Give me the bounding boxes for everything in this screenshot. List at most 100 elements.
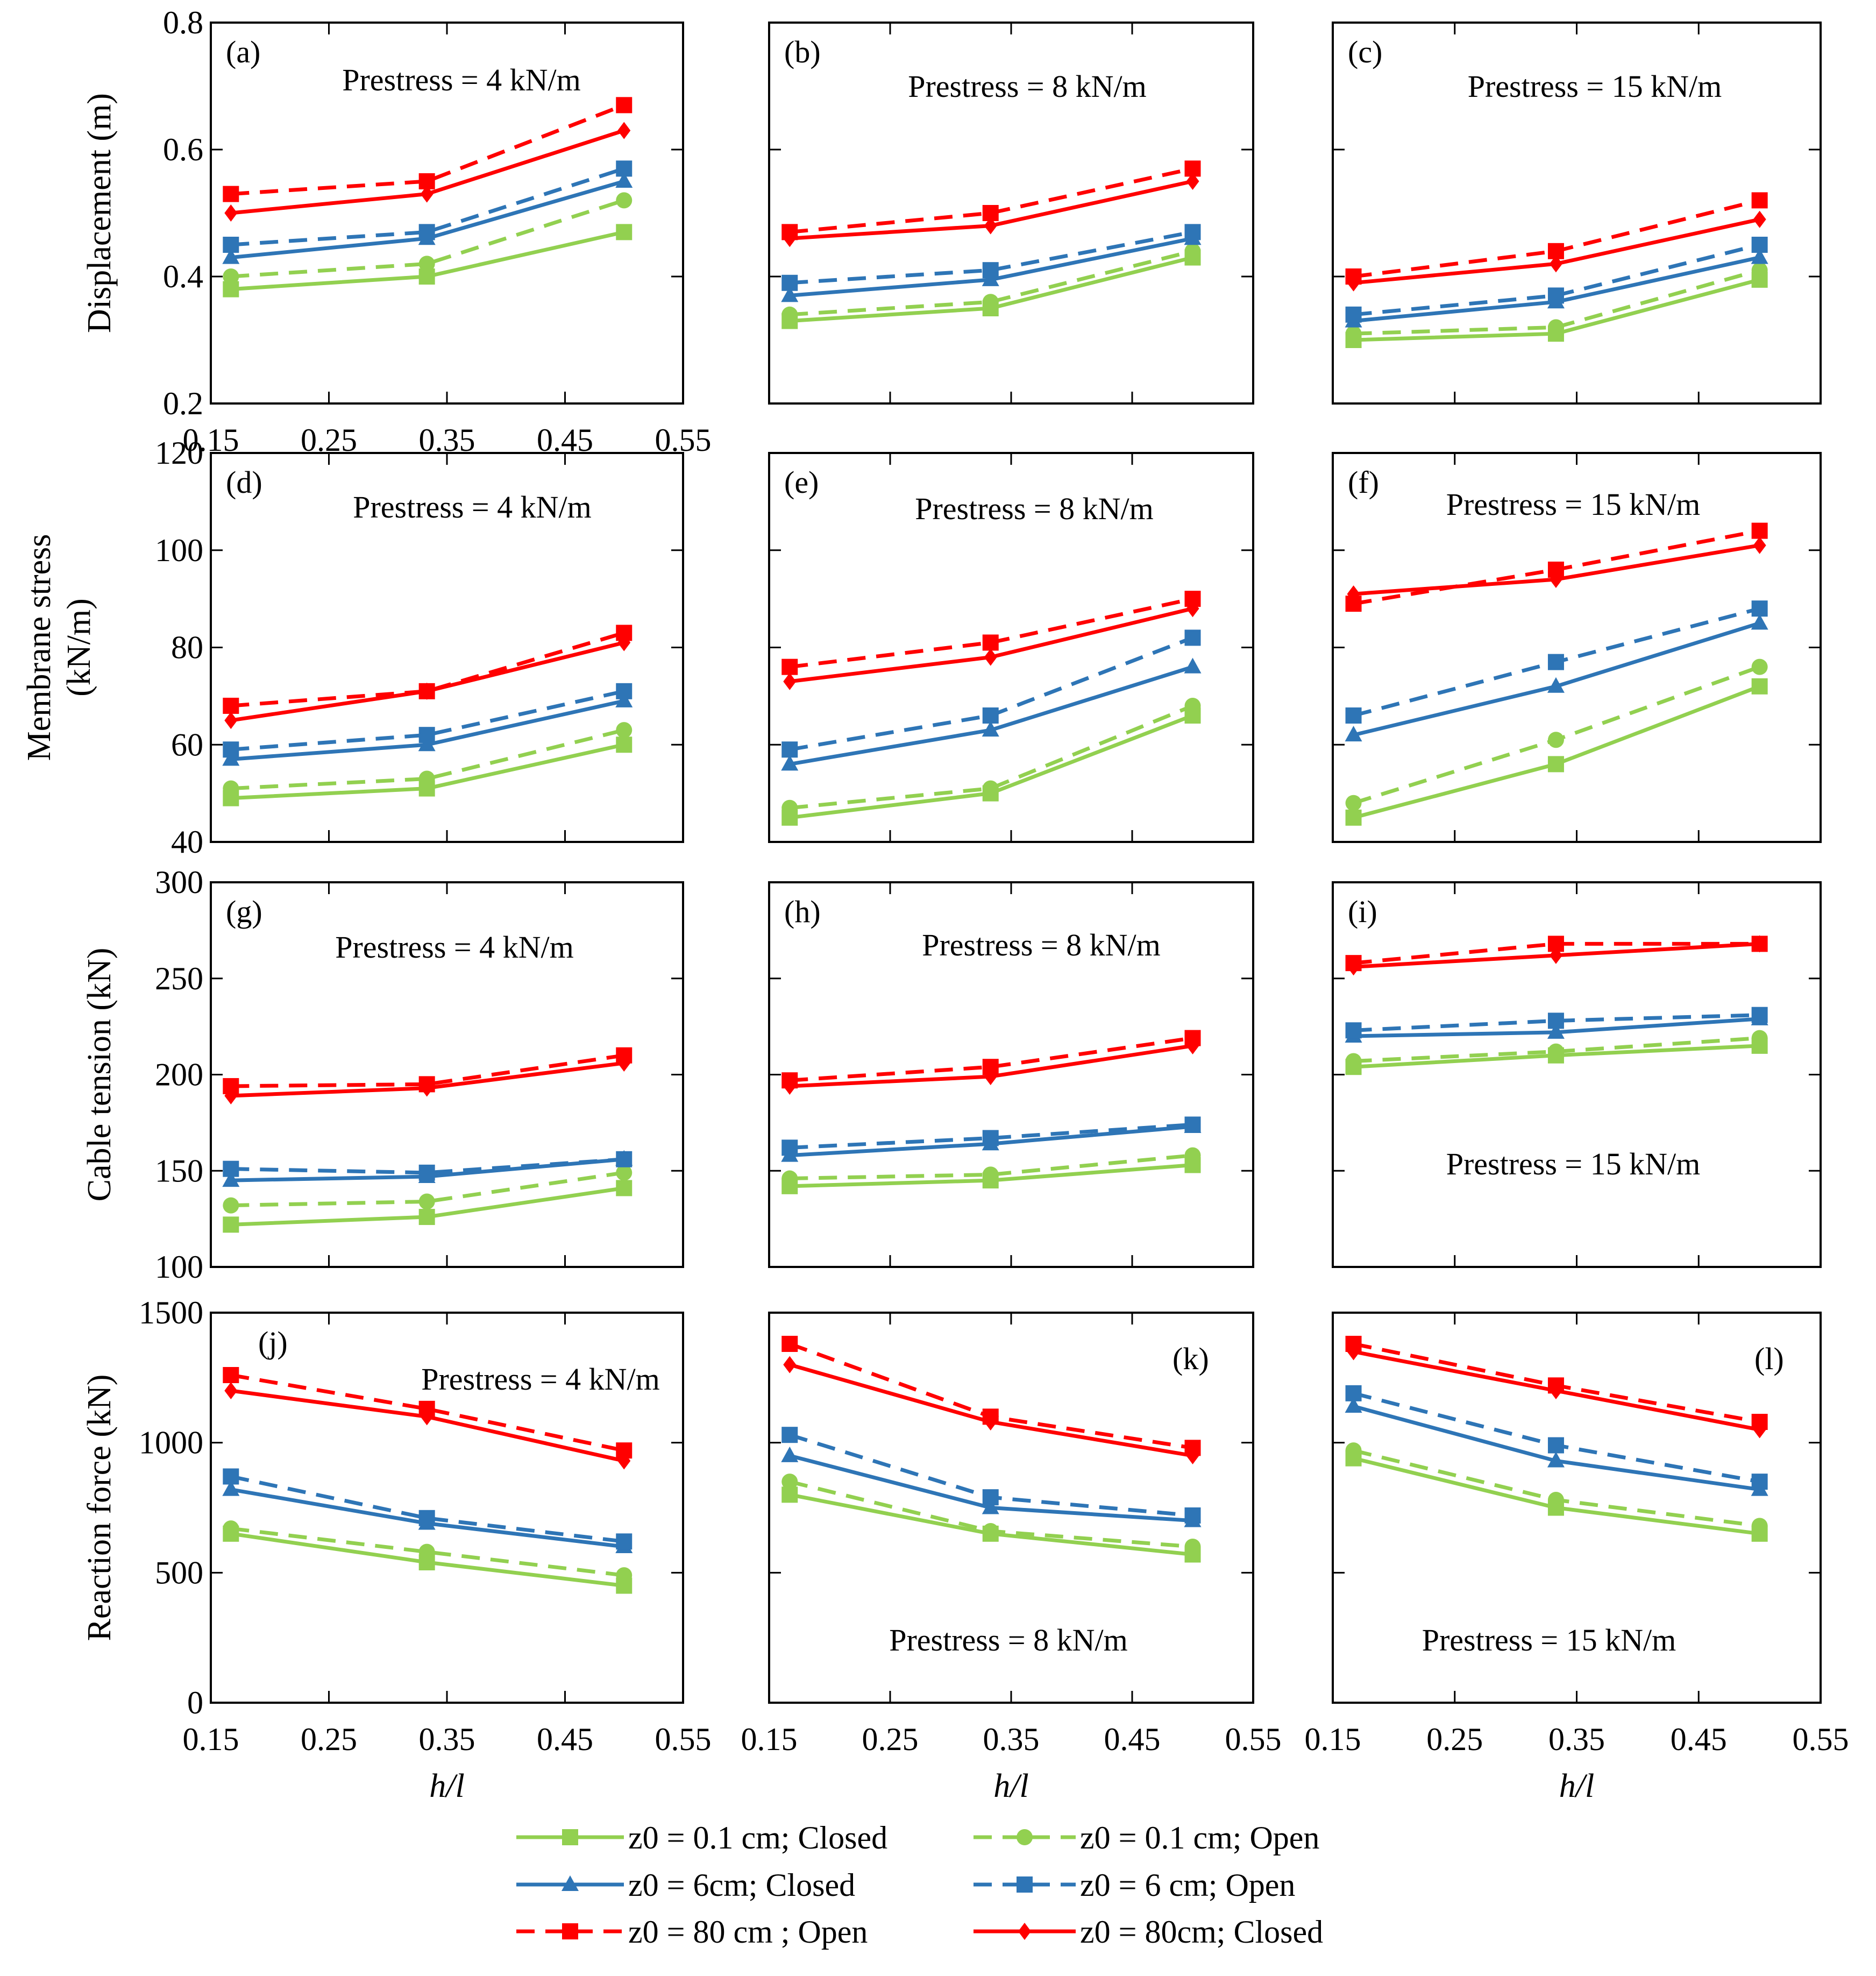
y-tick-label: 40	[171, 824, 203, 860]
data-point	[223, 1468, 239, 1485]
series-s3	[781, 229, 1202, 302]
data-point	[781, 306, 798, 323]
data-point	[222, 248, 240, 264]
series-s4	[1345, 1007, 1768, 1039]
series-line	[230, 1373, 624, 1453]
data-point	[982, 634, 999, 651]
x-tick-label: 0.55	[1793, 1722, 1849, 1757]
legend-label: z0 = 6 cm; Open	[1080, 1867, 1295, 1903]
x-tick-label: 0.15	[183, 1722, 239, 1757]
series-s4	[781, 1427, 1201, 1524]
data-point	[420, 1408, 434, 1426]
series-s4	[1345, 600, 1768, 724]
y-tick-label: 1500	[139, 1295, 203, 1330]
plot-frame	[1332, 881, 1822, 1268]
series-s6	[1347, 1343, 1766, 1439]
prestress-annotation: Prestress = 4 kN/m	[353, 490, 592, 525]
data-point	[418, 224, 435, 240]
data-point	[223, 1197, 239, 1214]
data-point	[1547, 756, 1564, 773]
data-point	[418, 727, 435, 743]
chart-panel-d: 40 60 80 100 120 (d) Prestress = 4 kN/m Membran…	[21, 435, 684, 860]
y-tick-label: 500	[155, 1555, 203, 1590]
data-point	[1751, 262, 1768, 279]
data-point	[1549, 570, 1562, 588]
x-tick-label: 0.15	[741, 1722, 798, 1757]
data-point	[982, 1523, 999, 1539]
y-tick-label: 1000	[139, 1425, 203, 1461]
series-line	[231, 1171, 624, 1208]
series-s4	[781, 224, 1201, 291]
data-point	[222, 750, 240, 766]
x-tick-label: 0.45	[537, 1722, 593, 1757]
y-tick-label: 250	[155, 961, 203, 996]
series-s2	[781, 697, 1201, 816]
data-point	[1753, 536, 1766, 554]
data-point	[783, 230, 797, 247]
data-point	[1345, 1385, 1362, 1401]
legend-item: z0 = 6 cm; Open	[973, 1867, 1295, 1903]
series-s6	[1347, 935, 1766, 976]
data-point	[223, 1520, 239, 1537]
series-s6	[1347, 210, 1766, 292]
series-s2	[223, 1164, 633, 1214]
data-point	[1751, 248, 1768, 264]
x-tick-label: 0.15	[1305, 1722, 1361, 1757]
series-s6	[783, 1037, 1199, 1095]
panel-letter: (b)	[784, 34, 821, 69]
series-s4	[1345, 237, 1768, 323]
y-axis-label: Membrane stress (kN/m)	[21, 534, 97, 761]
data-point	[418, 1209, 435, 1226]
series-s6	[783, 1356, 1199, 1464]
prestress-annotation: Prestress = 8 kN/m	[908, 69, 1147, 104]
x-tick-label: 0.35	[983, 1722, 1040, 1757]
data-point	[1186, 1037, 1199, 1054]
series-s2	[781, 1147, 1201, 1187]
data-point	[1184, 1116, 1201, 1133]
data-point	[783, 1356, 797, 1373]
data-point	[1753, 210, 1766, 228]
panel-letter: (k)	[1172, 1341, 1209, 1376]
series-line	[1353, 1013, 1760, 1032]
series-s3	[781, 1446, 1202, 1527]
legend-label: z0 = 0.1 cm; Open	[1080, 1820, 1319, 1855]
data-point	[616, 1567, 633, 1584]
data-point	[1751, 1518, 1768, 1534]
series-s5	[781, 591, 1201, 675]
x-tick-label: 0.45	[1671, 1722, 1727, 1757]
series-s4	[223, 1468, 633, 1550]
data-point	[1345, 1022, 1362, 1039]
prestress-annotation: Prestress = 15 kN/m	[1422, 1623, 1676, 1658]
data-point	[224, 204, 238, 222]
legend-label: z0 = 80cm; Closed	[1080, 1914, 1323, 1950]
data-point	[223, 780, 239, 797]
series-s2	[1345, 658, 1768, 811]
data-point	[1184, 224, 1201, 240]
panel-letter: (e)	[784, 465, 819, 500]
data-point	[420, 1079, 434, 1097]
series-line	[231, 167, 625, 247]
data-point	[1547, 319, 1564, 336]
x-tick-label: 0.35	[419, 1722, 475, 1757]
x-axis-label: h/l	[429, 1768, 464, 1804]
chart-panel-g: 100 150 200 250 300 (g) Prestress = 4 kN/m Cabl…	[81, 865, 684, 1285]
data-point	[616, 224, 633, 240]
series-s4	[1345, 1385, 1768, 1490]
chart-panel-b: (b) Prestress = 8 kN/m	[768, 22, 1254, 405]
series-s6	[224, 1382, 631, 1470]
data-point	[1345, 306, 1362, 323]
series-line	[790, 1153, 1193, 1181]
data-point	[418, 1164, 435, 1181]
series-s6	[1347, 536, 1766, 603]
data-point	[1751, 522, 1768, 539]
data-point	[418, 1543, 435, 1560]
data-point	[1751, 192, 1768, 209]
data-point	[223, 1160, 239, 1177]
series-s6	[224, 634, 631, 730]
series-s5	[223, 97, 633, 202]
data-point	[223, 1367, 239, 1383]
data-point	[1751, 614, 1768, 630]
data-point	[1184, 1147, 1201, 1164]
data-point	[982, 294, 999, 310]
